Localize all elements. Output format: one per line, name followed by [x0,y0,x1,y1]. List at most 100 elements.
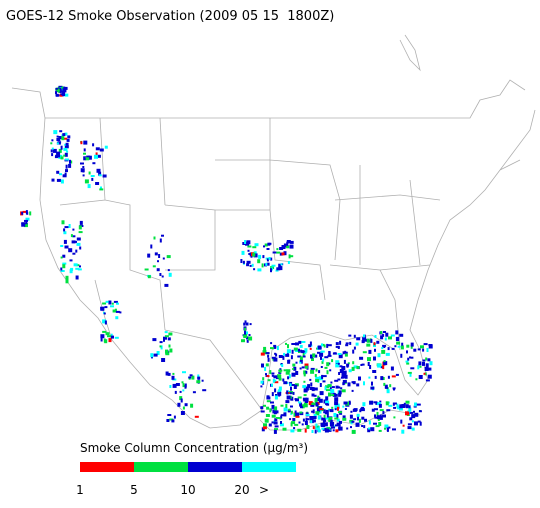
smoke-pixel [242,260,245,264]
smoke-pixel [56,178,61,182]
smoke-pixel [107,335,111,338]
smoke-pixel [103,312,106,315]
smoke-pixel [396,341,401,345]
smoke-pixel [276,346,279,351]
smoke-pixel [323,411,326,414]
smoke-pixel [263,404,266,407]
smoke-pixel [169,348,173,353]
smoke-pixel [385,332,389,337]
smoke-pixel [302,355,306,358]
smoke-pixel [315,411,320,416]
smoke-pixel [295,384,298,387]
smoke-pixel [276,248,279,251]
smoke-pixel [301,404,305,409]
smoke-pixel [82,174,85,177]
smoke-pixel [162,257,165,260]
smoke-pixel [71,240,76,244]
smoke-pixel [63,86,66,89]
smoke-pixel [399,404,403,409]
smoke-pixel [361,406,365,409]
smoke-pixel [95,147,100,151]
smoke-pixel [271,372,275,375]
smoke-pixel [351,381,356,384]
smoke-pixel [314,429,317,434]
smoke-pixel [289,244,294,249]
smoke-pixel [283,251,287,256]
smoke-pixel [78,225,82,230]
smoke-pixel [379,409,384,412]
smoke-pixel [261,363,264,368]
smoke-pixel [264,366,267,371]
smoke-pixel [197,376,201,380]
smoke-pixel [252,252,256,257]
smoke-pixel [147,275,151,279]
smoke-pixel [291,384,296,386]
smoke-pixel [282,427,287,431]
smoke-pixel [267,354,270,358]
smoke-pixel [295,398,299,402]
smoke-pixel [318,398,323,403]
smoke-pixel [343,359,346,364]
smoke-pixel [295,342,299,346]
smoke-pixel [336,418,340,422]
smoke-pixel [356,366,360,369]
smoke-pixel [306,425,310,429]
smoke-pixel [323,344,326,348]
smoke-pixel [299,359,303,362]
smoke-pixel [289,383,292,387]
smoke-pixel [325,417,329,420]
smoke-pixel [423,372,426,375]
smoke-pixel [108,338,112,343]
smoke-pixel [263,346,267,351]
smoke-pixel [320,350,325,353]
smoke-pixel [419,365,422,368]
smoke-pixel [248,253,251,255]
smoke-pixel [337,378,341,381]
smoke-pixel [159,345,162,348]
smoke-pixel [60,270,65,272]
smoke-pixel [275,269,279,272]
smoke-pixel [376,411,379,416]
smoke-pixel [63,239,67,244]
smoke-pixel [342,382,345,386]
smoke-pixel [315,368,318,372]
smoke-pixel [285,353,290,357]
smoke-pixel [362,351,367,354]
smoke-pixel [247,245,252,248]
smoke-pixel [150,244,153,249]
smoke-pixel [165,349,168,354]
smoke-pixel [318,409,322,414]
smoke-pixel [269,370,272,375]
smoke-pixel [58,85,63,88]
smoke-pixel [301,350,306,354]
smoke-pixel [59,173,62,176]
smoke-pixel [60,179,64,184]
smoke-pixel [289,240,294,244]
smoke-pixel [366,343,371,347]
smoke-pixel [75,249,78,253]
smoke-pixel [333,425,336,428]
smoke-pixel [351,389,354,392]
smoke-pixel [104,320,107,325]
smoke-pixel [299,411,303,414]
smoke-pixel [286,241,289,246]
smoke-pixel [426,348,429,352]
smoke-pixel [331,386,335,389]
smoke-pixel [402,424,405,427]
smoke-pixel [410,342,414,347]
smoke-pixel [75,275,79,280]
smoke-pixel [190,403,194,408]
smoke-pixel [358,376,361,381]
smoke-pixel [152,265,156,268]
smoke-pixel [98,171,102,176]
smoke-pixel [377,353,381,358]
smoke-pixel [309,378,312,381]
smoke-pixel [314,398,318,402]
smoke-pixel [60,245,64,247]
smoke-pixel [99,188,104,191]
smoke-pixel [299,402,303,407]
smoke-pixel [251,263,254,267]
smoke-pixel [406,344,410,348]
smoke-pixel [300,406,303,409]
smoke-pixel [189,374,193,377]
